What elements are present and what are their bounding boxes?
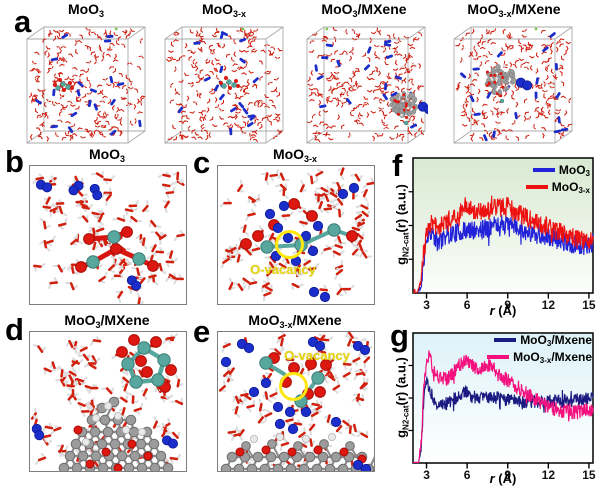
simulation-box-moo3 <box>26 26 146 144</box>
chart-f-legend: MoO3 MoO3-x <box>525 162 590 195</box>
legend-label-moo3x: MoO3-x <box>551 179 590 195</box>
panel-letter-g: g <box>390 318 409 353</box>
legend-swatch-moo3x-mxene <box>487 355 510 359</box>
svg-text:3: 3 <box>423 298 430 312</box>
legend-entry: MoO3/Mxene <box>487 332 592 348</box>
svg-text:6: 6 <box>464 468 471 482</box>
panel-d-title: MoO3/MXene <box>64 312 150 330</box>
chart-g: 3 6 9 12 15 MoO3/Mxene MoO3-x/Mxene <box>392 326 600 490</box>
chart-f: 3 6 9 12 15 MoO3 MoO3-x <box>392 150 600 322</box>
panel-b-snapshot <box>29 165 187 306</box>
o-vacancy-label-c: O-vacancy <box>250 262 316 277</box>
chart-g-ylabel: gN2-cat(r) (a.u.) <box>393 357 411 438</box>
panel-b-image <box>32 170 185 306</box>
legend-entry: MoO3-x/Mxene <box>487 349 592 365</box>
panel-letter-e: e <box>193 314 211 349</box>
chart-g-legend: MoO3/Mxene MoO3-x/Mxene <box>487 332 592 365</box>
box-title-moo3x: MoO3-x <box>201 1 247 19</box>
svg-text:9: 9 <box>504 298 511 312</box>
legend-label-moo3-mxene: MoO3/Mxene <box>520 332 592 348</box>
legend-swatch-moo3-mxene <box>494 338 517 342</box>
svg-text:3: 3 <box>423 468 430 482</box>
panel-c-image <box>219 167 376 303</box>
chart-f-plot: 3 6 9 12 15 <box>408 157 596 312</box>
chart-f-ylabel: gN2-cat(r) (a.u.) <box>393 184 411 265</box>
box-title-moo3-mxene: MoO3/MXene <box>321 1 407 19</box>
chart-f-xlabel: r (Å) <box>489 303 517 318</box>
panel-e-image <box>218 330 377 475</box>
o-vacancy-circle-c <box>275 230 304 259</box>
panel-letter-f: f <box>392 148 403 183</box>
panel-b-title: MoO3 <box>88 146 126 164</box>
svg-text:12: 12 <box>542 298 556 312</box>
panel-letter-a: a <box>14 4 32 39</box>
box-title-moo3x-mxene: MoO3-x/MXene <box>467 1 561 19</box>
panel-c-title: MoO3-x <box>272 146 318 164</box>
panel-e-title: MoO3-x/MXene <box>248 312 342 330</box>
panel-d-image <box>30 333 184 474</box>
simulation-box-moo3x <box>164 26 284 144</box>
legend-label-moo3x-mxene: MoO3-x/Mxene <box>513 349 592 365</box>
panel-e-snapshot <box>217 330 377 475</box>
legend-swatch-moo3 <box>532 168 555 172</box>
svg-text:12: 12 <box>542 468 556 482</box>
panel-letter-b: b <box>5 144 24 179</box>
svg-text:15: 15 <box>582 468 596 482</box>
o-vacancy-label-e: O-vacancy <box>284 348 350 363</box>
chart-g-xlabel: r (Å) <box>489 471 517 486</box>
legend-swatch-moo3x <box>525 185 548 189</box>
svg-text:6: 6 <box>464 298 471 312</box>
panel-letter-d: d <box>5 312 24 347</box>
simulation-box-moo3x-mxene <box>453 26 573 144</box>
svg-text:9: 9 <box>504 468 511 482</box>
legend-label-moo3: MoO3 <box>558 162 590 178</box>
box-title-moo3: MoO3 <box>67 1 105 19</box>
simulation-box-moo3-mxene <box>306 26 428 144</box>
panel-d-snapshot <box>29 331 187 474</box>
svg-text:15: 15 <box>582 298 596 312</box>
legend-entry: MoO3 <box>526 162 590 178</box>
o-vacancy-circle-e <box>279 372 308 401</box>
legend-entry: MoO3-x <box>525 179 590 195</box>
panel-letter-c: c <box>193 145 211 180</box>
chart-g-plot: 3 6 9 12 15 <box>408 332 596 482</box>
